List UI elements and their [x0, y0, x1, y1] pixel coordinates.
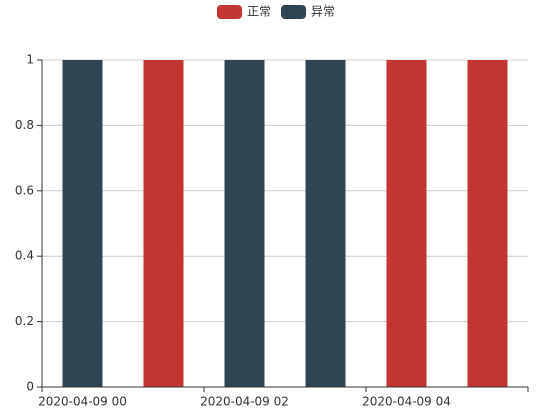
legend-label: 异常 [311, 5, 335, 19]
x-tick-label: 2020-04-09 04 [362, 395, 451, 409]
y-tick-label: 0.6 [15, 183, 34, 197]
x-tick-label: 2020-04-09 02 [200, 395, 289, 409]
y-tick-label: 0.2 [15, 314, 34, 328]
legend-swatch[interactable] [281, 5, 307, 19]
x-tick-label: 2020-04-09 00 [38, 395, 127, 409]
bar [62, 60, 103, 387]
bar [467, 60, 508, 387]
legend-swatch[interactable] [217, 5, 242, 19]
bar [305, 60, 346, 387]
y-tick-label: 0.4 [15, 249, 34, 263]
bar [224, 60, 265, 387]
bar [386, 60, 427, 387]
y-tick-label: 0 [26, 380, 34, 394]
bar [143, 60, 184, 387]
legend-label: 正常 [247, 5, 271, 19]
y-tick-label: 1 [26, 53, 34, 67]
y-tick-label: 0.8 [15, 118, 34, 132]
